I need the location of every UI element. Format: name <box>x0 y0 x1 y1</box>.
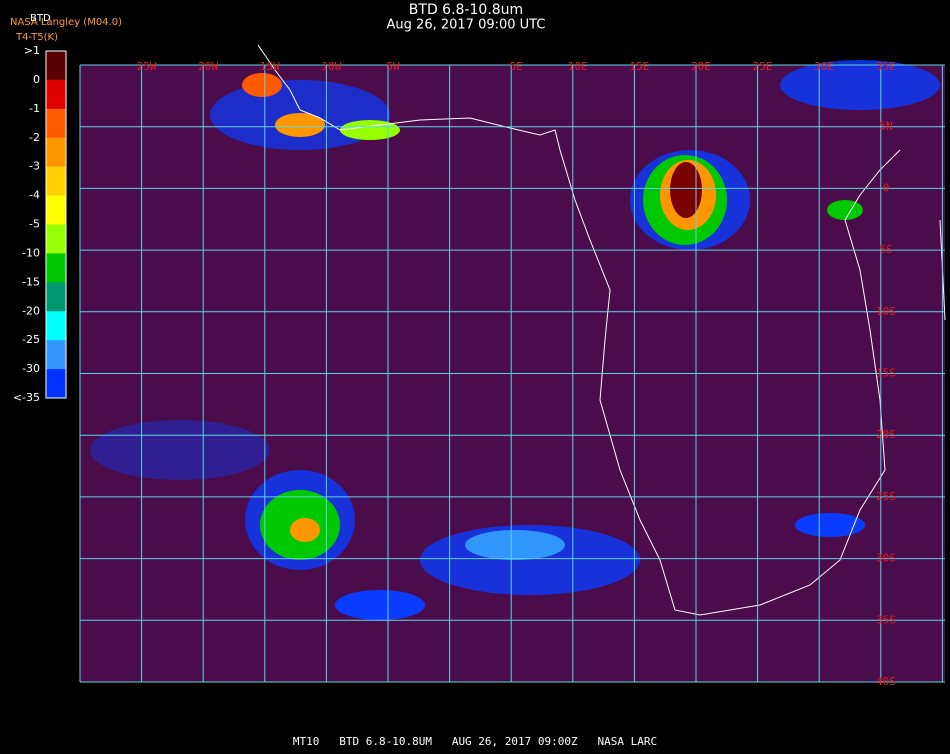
product: BTD <box>30 13 51 24</box>
source: NASA Langley (M04.0) <box>10 17 122 28</box>
lon-label: 10E <box>568 60 588 73</box>
colorbar-frame <box>45 50 67 399</box>
footer: MT10 BTD 6.8-10.8UM AUG 26, 2017 09:00Z … <box>293 735 657 748</box>
colorbar-segment <box>46 195 66 225</box>
colorbar-segment <box>46 224 66 254</box>
lat-label: 10S <box>876 305 896 318</box>
colorbar-label: -5 <box>29 218 40 231</box>
lat-label: 15S <box>876 367 896 380</box>
lon-label: 35E <box>876 60 896 73</box>
lon-label: 15W <box>260 60 280 73</box>
colorbar-label: -1 <box>29 102 40 115</box>
colorbar-label: -4 <box>29 189 40 202</box>
lon-label: 20W <box>198 60 218 73</box>
colorbar-label: >1 <box>24 44 40 57</box>
colorbar-label: <-35 <box>13 391 40 404</box>
colorbar-label: 0 <box>33 73 40 86</box>
colorbar-segment <box>46 108 66 139</box>
colorbar-segment <box>46 137 66 168</box>
colorbar-label: -3 <box>29 160 40 173</box>
colorbar-label: -30 <box>22 362 40 375</box>
lon-label: 30E <box>814 60 834 73</box>
cloud-features <box>90 60 940 620</box>
lon-label: 5E <box>510 60 523 73</box>
lat-label: 0 <box>883 181 890 194</box>
colorbar-segment <box>46 79 66 110</box>
colorbar-segment <box>46 253 66 283</box>
title: BTD 6.8-10.8um <box>409 2 523 18</box>
lon-label: 20E <box>691 60 711 73</box>
subtitle: Aug 26, 2017 09:00 UTC <box>387 18 546 33</box>
colorbar-segment <box>46 369 66 399</box>
lon-label: 25E <box>753 60 773 73</box>
colorbar-segment <box>46 51 66 81</box>
units: T4-T5(K) <box>15 32 58 43</box>
lon-label: 25W <box>137 60 157 73</box>
lon-label: 5W <box>386 60 400 73</box>
colorbar-label: -25 <box>22 333 40 346</box>
lon-label: 10W <box>321 60 341 73</box>
colorbar-label: -20 <box>22 304 40 317</box>
lat-label: 40S <box>876 675 896 688</box>
lat-label: 30S <box>876 552 896 565</box>
colorbar-label: -2 <box>29 131 40 144</box>
colorbar-segment <box>46 166 66 197</box>
lon-label: 15E <box>629 60 649 73</box>
lat-label: 20S <box>876 428 896 441</box>
lat-label: 25S <box>876 490 896 503</box>
graticule <box>79 64 945 683</box>
colorbar-label: -10 <box>22 246 40 259</box>
colorbar-segment <box>46 282 66 312</box>
colorbar-segment <box>46 340 66 370</box>
colorbar-segment <box>46 311 66 341</box>
lat-label: 35S <box>876 613 896 626</box>
lat-label: 5N <box>879 120 892 133</box>
lat-label: 5S <box>879 243 892 256</box>
colorbar-label: -15 <box>22 275 40 288</box>
